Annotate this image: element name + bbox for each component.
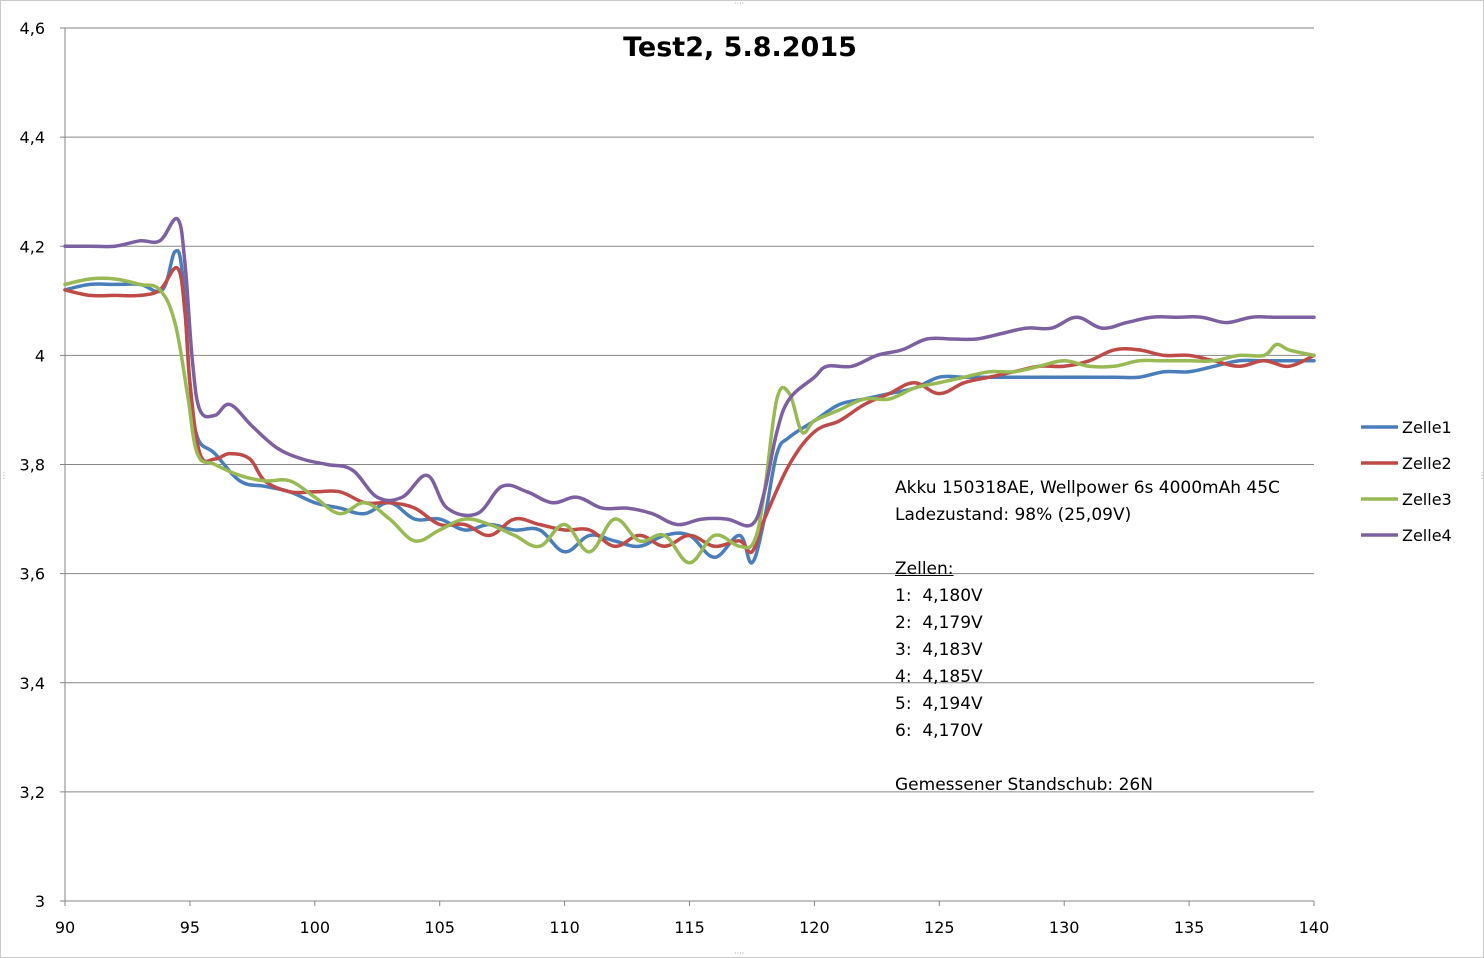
x-tick-label: 95 [180, 918, 200, 937]
annotation-line: 1: 4,180V [895, 586, 983, 606]
series-line-zelle3 [63, 276, 1316, 565]
x-tick-label: 130 [1049, 918, 1080, 937]
y-tick-label: 3,4 [20, 674, 45, 693]
y-tick-labels: 3 3,2 3,4 3,6 3,8 4 4,2 4,4 4,6 [20, 19, 45, 911]
y-tick-label: 3,6 [20, 565, 45, 584]
series-line-zelle4 [63, 216, 1316, 528]
legend: Zelle1 Zelle2 Zelle3 Zelle4 [1361, 418, 1452, 545]
annotation-line: 3: 4,183V [895, 640, 983, 660]
series-lines [63, 216, 1316, 565]
resize-handle-right[interactable]: ⋮ [1478, 471, 1484, 480]
legend-label: Zelle1 [1402, 418, 1452, 437]
annotation-line: Ladezustand: 98% (25,09V) [895, 505, 1132, 525]
x-tick-label: 135 [1174, 918, 1205, 937]
x-tick-label: 140 [1299, 918, 1330, 937]
annotation-line: 4: 4,185V [895, 667, 983, 687]
chart-annotation: Akku 150318AE, Wellpower 6s 4000mAh 45C L… [895, 475, 1280, 799]
legend-label: Zelle2 [1402, 454, 1452, 473]
annotation-line: 5: 4,194V [895, 694, 983, 714]
chart-title: Test2, 5.8.2015 [623, 32, 857, 63]
resize-handle-bottom[interactable]: ···· [734, 949, 745, 958]
series-line-zelle1 [63, 248, 1316, 565]
legend-label: Zelle4 [1402, 526, 1452, 545]
annotation-line: 2: 4,179V [895, 613, 983, 633]
legend-label: Zelle3 [1402, 490, 1452, 509]
y-tick-label: 4 [35, 346, 45, 365]
annotation-line: Gemessener Standschub: 26N [895, 775, 1153, 795]
y-tick-label: 4,6 [20, 19, 45, 38]
annotation-line [895, 745, 1280, 772]
y-tick-label: 3 [35, 892, 45, 911]
annotation-line [895, 529, 1280, 556]
x-tick-label: 105 [424, 918, 455, 937]
x-tick-label: 125 [924, 918, 955, 937]
axes [64, 28, 1315, 906]
y-tick-label: 4,2 [20, 237, 45, 256]
resize-handle-top[interactable]: ···· [734, 0, 745, 8]
x-tick-label: 100 [300, 918, 331, 937]
x-tick-label: 110 [549, 918, 580, 937]
x-tick-labels: 90 95 100 105 110 115 120 125 130 135 140 [55, 918, 1329, 937]
x-tick-label: 90 [55, 918, 75, 937]
annotation-line: Zellen: [895, 559, 954, 579]
y-tick-label: 4,4 [20, 128, 45, 147]
annotation-line: Akku 150318AE, Wellpower 6s 4000mAh 45C [895, 478, 1280, 498]
x-tick-label: 120 [799, 918, 830, 937]
x-tick-label: 115 [674, 918, 705, 937]
y-tick-label: 3,2 [20, 783, 45, 802]
resize-handle-left[interactable]: ⋮ [0, 471, 8, 480]
annotation-line: 6: 4,170V [895, 721, 983, 741]
y-tick-label: 3,8 [20, 456, 45, 475]
